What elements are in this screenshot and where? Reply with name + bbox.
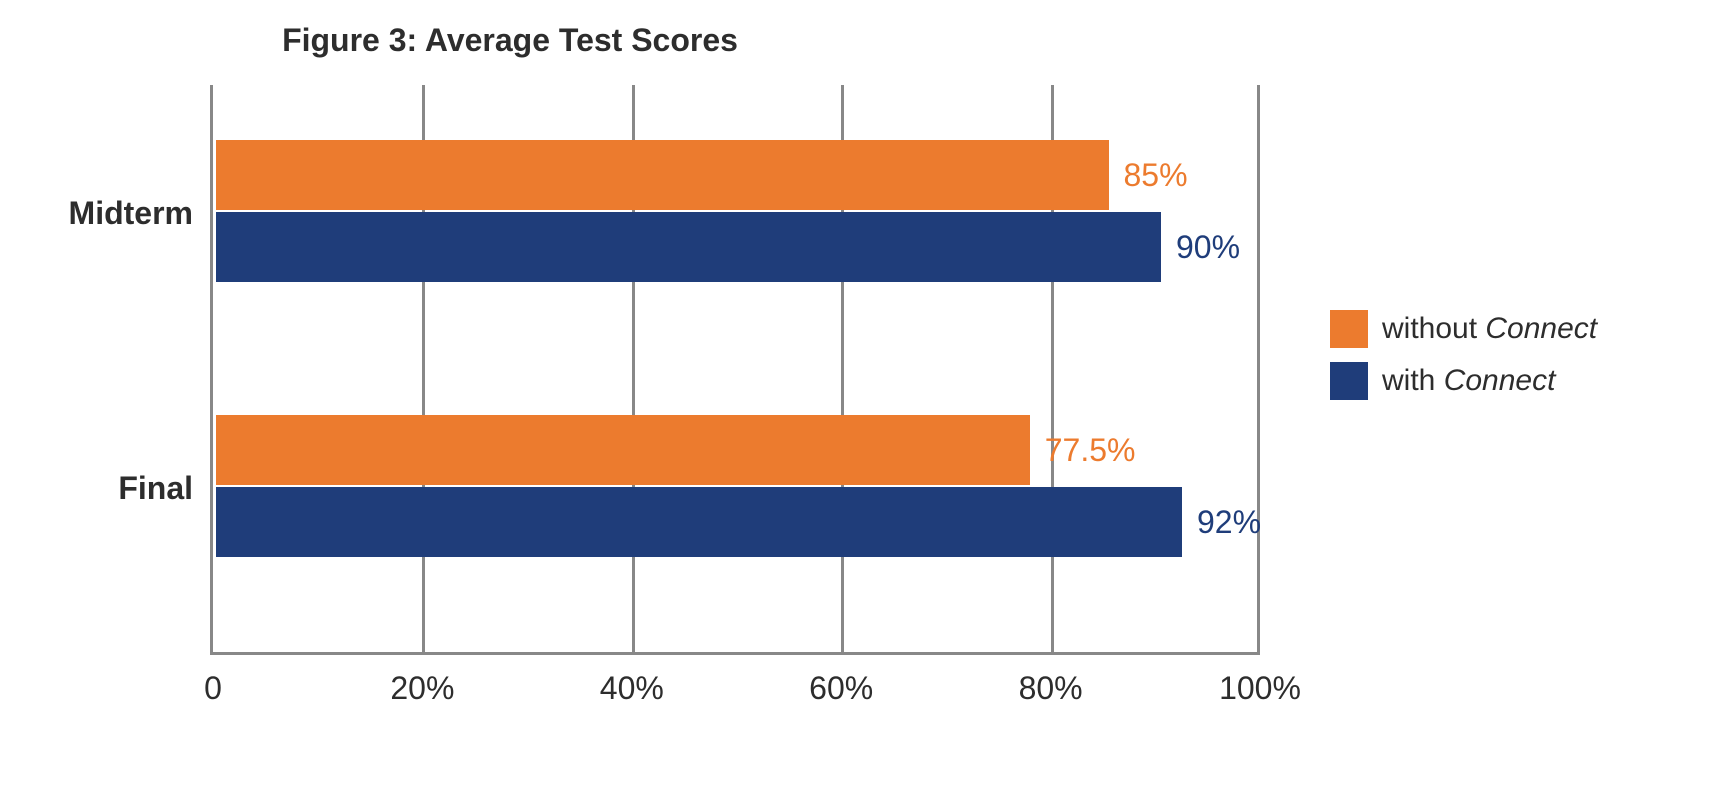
legend-italic-with: Connect [1444,364,1556,397]
x-tick-20: 20% [390,670,454,707]
x-tick-60: 60% [809,670,873,707]
chart-container: Figure 3: Average Test Scores Midterm 85… [0,0,1710,786]
y-label-midterm: Midterm [69,195,193,232]
bar-midterm-with [216,212,1161,282]
legend-item-with: with Connect [1330,362,1597,400]
bar-label-final-without: 77.5% [1045,432,1136,469]
bar-group-final: Final 77.5% 92% [213,415,1260,565]
bar-group-midterm: Midterm 85% 90% [213,140,1260,290]
legend-text-with: with Connect [1382,364,1555,398]
bar-final-without [216,415,1030,485]
y-label-final: Final [118,470,193,507]
x-tick-0: 0 [204,670,222,707]
bar-final-with [216,487,1182,557]
legend-swatch-with [1330,362,1368,400]
plot-area: Midterm 85% 90% Final 77.5% 92% 0 20% 40… [210,85,1260,655]
legend-swatch-without [1330,310,1368,348]
legend-italic-without: Connect [1485,312,1597,345]
x-tick-100: 100% [1219,670,1301,707]
bar-midterm-without [216,140,1109,210]
bar-label-final-with: 92% [1197,504,1261,541]
bar-label-midterm-with: 90% [1176,229,1240,266]
legend: without Connect with Connect [1330,310,1597,414]
x-tick-40: 40% [600,670,664,707]
bar-label-midterm-without: 85% [1124,157,1188,194]
x-tick-80: 80% [1019,670,1083,707]
legend-text-without: without Connect [1382,312,1597,346]
legend-prefix-with: with [1382,364,1444,397]
legend-item-without: without Connect [1330,310,1597,348]
legend-prefix-without: without [1382,312,1485,345]
chart-title: Figure 3: Average Test Scores [0,22,1020,59]
